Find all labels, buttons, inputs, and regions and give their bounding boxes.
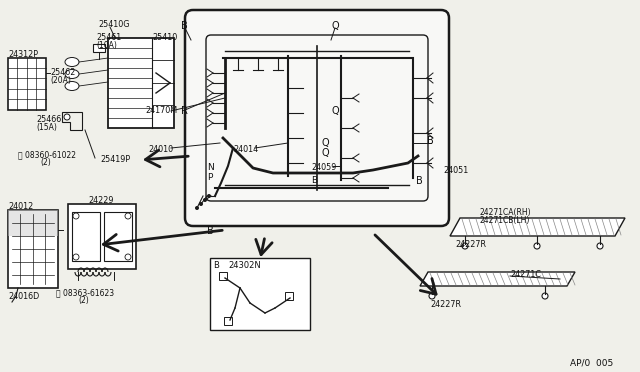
Text: 24312P: 24312P	[8, 50, 38, 59]
Circle shape	[429, 293, 435, 299]
Text: B: B	[416, 176, 423, 186]
Text: 25410G: 25410G	[98, 20, 129, 29]
Text: 24227R: 24227R	[430, 300, 461, 309]
Text: 24016D: 24016D	[8, 292, 39, 301]
Circle shape	[542, 293, 548, 299]
Circle shape	[125, 213, 131, 219]
Circle shape	[199, 202, 203, 206]
Text: 24014: 24014	[233, 145, 258, 154]
Bar	[285, 292, 293, 300]
Text: Q: Q	[332, 106, 340, 116]
Text: B: B	[213, 261, 219, 270]
Circle shape	[597, 243, 603, 249]
Text: 24229: 24229	[88, 196, 113, 205]
Bar	[210, 258, 310, 330]
Text: 24271CB(LH): 24271CB(LH)	[480, 216, 531, 225]
Text: N: N	[207, 163, 214, 172]
Text: (15A): (15A)	[36, 123, 57, 132]
Text: 24051: 24051	[443, 166, 468, 175]
Text: 24302N: 24302N	[228, 261, 260, 270]
Text: P: P	[207, 173, 212, 182]
Text: 24271CA(RH): 24271CA(RH)	[480, 208, 532, 217]
Bar	[104, 212, 132, 261]
Text: 24059: 24059	[311, 163, 337, 172]
Text: 25461: 25461	[96, 33, 121, 42]
Text: B: B	[207, 226, 214, 236]
Bar	[8, 210, 58, 288]
Circle shape	[195, 206, 199, 210]
Text: 25462: 25462	[50, 68, 76, 77]
Text: 24012: 24012	[8, 202, 33, 211]
Bar	[8, 58, 46, 110]
Bar	[8, 210, 58, 236]
Text: 24227R: 24227R	[455, 240, 486, 249]
Text: (2): (2)	[78, 296, 89, 305]
Text: 25410: 25410	[152, 33, 177, 42]
Circle shape	[462, 243, 468, 249]
Circle shape	[203, 198, 207, 202]
Text: Ⓝ 08363-61623: Ⓝ 08363-61623	[56, 288, 114, 297]
Circle shape	[534, 243, 540, 249]
Bar	[93, 44, 105, 52]
Bar	[108, 38, 174, 128]
Polygon shape	[450, 218, 625, 236]
Ellipse shape	[65, 81, 79, 90]
Text: (20A): (20A)	[50, 76, 71, 85]
Bar	[72, 212, 100, 261]
Ellipse shape	[65, 70, 79, 78]
Bar	[219, 272, 227, 280]
Polygon shape	[420, 272, 575, 286]
Text: 24271C: 24271C	[510, 270, 541, 279]
Circle shape	[125, 254, 131, 260]
Text: AP/0  005: AP/0 005	[570, 358, 613, 367]
Text: R: R	[181, 106, 188, 116]
Text: B: B	[427, 136, 434, 146]
Text: B: B	[311, 176, 317, 185]
Text: Q: Q	[332, 21, 340, 31]
Text: 24170M: 24170M	[145, 106, 177, 115]
Text: 24010: 24010	[148, 145, 173, 154]
Text: 25419P: 25419P	[100, 155, 130, 164]
Bar	[68, 204, 136, 269]
Text: Q: Q	[322, 138, 330, 148]
FancyBboxPatch shape	[185, 10, 449, 226]
Circle shape	[73, 213, 79, 219]
Text: (10A): (10A)	[96, 41, 117, 50]
Text: (2): (2)	[40, 158, 51, 167]
Circle shape	[207, 194, 211, 198]
Text: Ⓝ 08360-61022: Ⓝ 08360-61022	[18, 150, 76, 159]
Ellipse shape	[65, 58, 79, 67]
Text: B: B	[181, 21, 188, 31]
Text: Q: Q	[322, 148, 330, 158]
Bar	[224, 317, 232, 325]
Circle shape	[64, 114, 70, 120]
Circle shape	[73, 254, 79, 260]
Text: 25466: 25466	[36, 115, 61, 124]
